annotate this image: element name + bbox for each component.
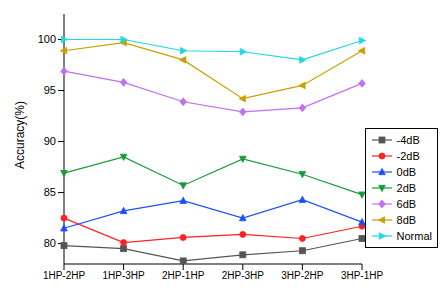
svg-text:95: 95 (44, 84, 56, 96)
svg-text:2HP-1HP: 2HP-1HP (162, 270, 205, 281)
svg-text:1HP-3HP: 1HP-3HP (102, 270, 145, 281)
html-text:0dB: 0dB (396, 166, 417, 178)
html-text:Normal: Normal (396, 230, 432, 242)
svg-text:80: 80 (44, 237, 56, 249)
svg-text:85: 85 (44, 186, 56, 198)
svg-text:1HP-2HP: 1HP-2HP (43, 270, 86, 281)
html-text:6dB: 6dB (396, 198, 417, 210)
svg-text:3HP-2HP: 3HP-2HP (281, 270, 324, 281)
svg-text:Accuracy(%): Accuracy(%) (13, 101, 27, 169)
svg-text:2HP-3HP: 2HP-3HP (222, 270, 265, 281)
html-text:2dB: 2dB (396, 182, 417, 194)
html-text:-2dB: -2dB (396, 150, 420, 162)
svg-text:90: 90 (44, 135, 56, 147)
html-text:-4dB: -4dB (396, 134, 420, 146)
svg-text:100: 100 (38, 33, 56, 45)
html-text:8dB: 8dB (396, 214, 417, 226)
svg-text:3HP-1HP: 3HP-1HP (341, 270, 384, 281)
